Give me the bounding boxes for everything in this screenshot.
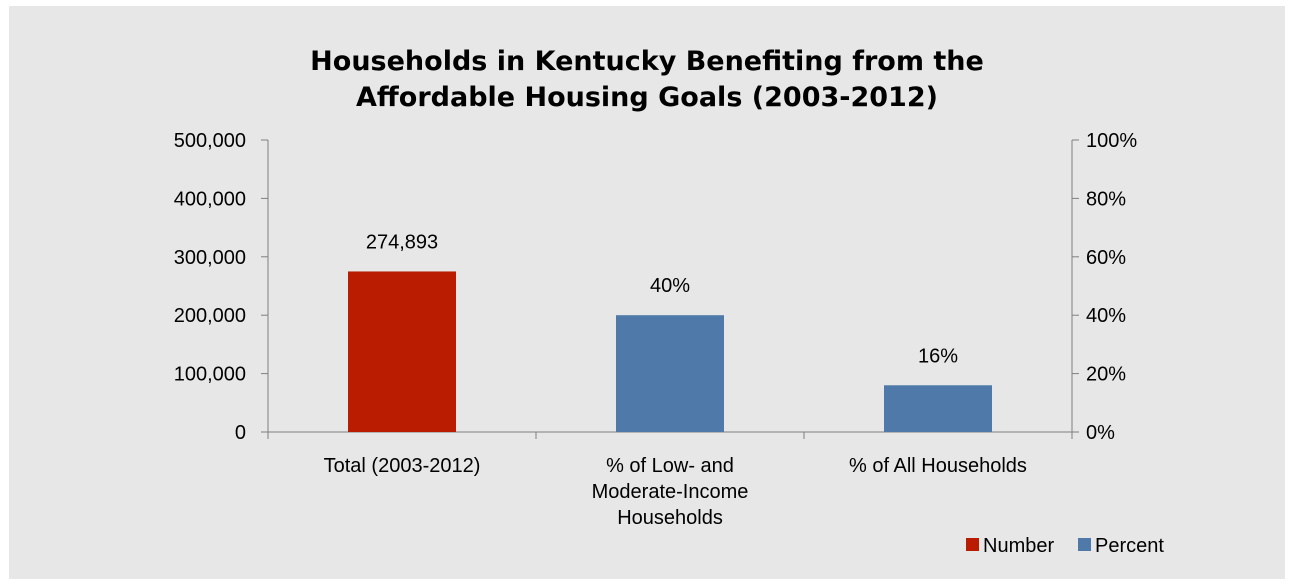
legend-label-number: Number (983, 535, 1054, 557)
y-right-tick-label: 60% (1086, 247, 1126, 269)
x-category-label: Households (617, 507, 723, 529)
chart-title-line-2: Affordable Housing Goals (2003-2012) (356, 82, 938, 113)
y-left-tick-label: 300,000 (174, 247, 246, 269)
y-right-tick-label: 40% (1086, 305, 1126, 327)
y-right-tick-label: 100% (1086, 130, 1137, 152)
chart-title-line-1: Households in Kentucky Benefiting from t… (310, 46, 984, 77)
legend-swatch-number (966, 538, 979, 551)
y-left-tick-label: 200,000 (174, 305, 246, 327)
x-category-label: % of Low- and (606, 455, 734, 477)
y-left-tick-label: 100,000 (174, 364, 246, 386)
x-category-label: Total (2003-2012) (324, 455, 481, 477)
chart-area: Households in Kentucky Benefiting from t… (9, 6, 1285, 579)
x-category-label: Moderate-Income (592, 481, 749, 503)
y-right-tick-label: 20% (1086, 364, 1126, 386)
legend-label-percent: Percent (1095, 535, 1164, 557)
y-right-tick-label: 80% (1086, 188, 1126, 210)
chart-title: Households in Kentucky Benefiting from t… (9, 44, 1285, 116)
chart-plot: 0 100,000 200,000 300,000 400,000 500,000 0% 20… (174, 130, 1165, 557)
data-label: 274,893 (366, 231, 438, 253)
y-left-tick-label: 400,000 (174, 188, 246, 210)
bar-number (348, 271, 456, 432)
legend-swatch-percent (1078, 538, 1091, 551)
bar-percent (884, 385, 992, 432)
x-category-label: % of All Households (849, 455, 1027, 477)
data-label: 40% (650, 275, 690, 297)
y-left-tick-label: 500,000 (174, 130, 246, 152)
data-label: 16% (918, 345, 958, 367)
y-left-tick-label: 0 (235, 422, 246, 444)
bar-percent (616, 315, 724, 432)
y-right-tick-label: 0% (1086, 422, 1115, 444)
